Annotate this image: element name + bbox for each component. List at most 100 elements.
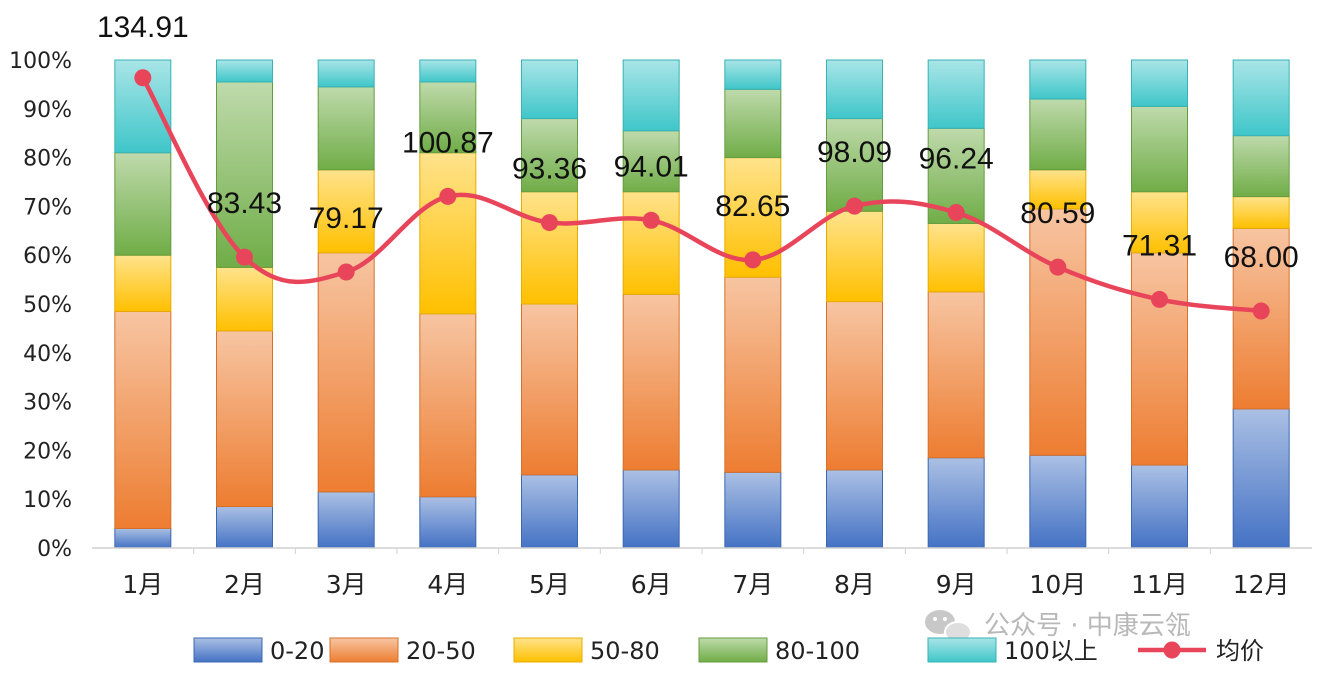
line-point (439, 187, 457, 205)
line-point (236, 248, 253, 266)
bars-layer (114, 59, 1290, 549)
x-tick-label: 4月 (427, 570, 468, 599)
line-point (642, 211, 660, 229)
bar-segment-0-20 (724, 471, 782, 549)
x-tick-label: 10月 (1029, 570, 1086, 599)
bar-segment-100以上 (826, 59, 883, 120)
legend-label: 20-50 (406, 637, 476, 665)
bar-segment-20-50 (521, 303, 578, 476)
line-data-label: 93.36 (512, 153, 587, 186)
legend-label: 均价 (1216, 637, 1264, 665)
line-data-label: 94.01 (614, 150, 689, 183)
bar-segment-100以上 (419, 59, 477, 83)
bar-segment-50-80 (216, 266, 273, 332)
line-point (1049, 258, 1067, 276)
bar-segment-50-80 (521, 191, 578, 305)
bar-segment-100以上 (622, 59, 680, 132)
line-data-label: 134.91 (97, 11, 189, 44)
bar-segment-20-50 (114, 310, 172, 529)
bar-segment-80-100 (622, 130, 680, 193)
bar-segment-80-100 (1029, 98, 1087, 171)
legend: 0-20 20-50 50-80 80-100 100以上 均价 (193, 637, 1264, 665)
legend-label: 50-80 (590, 637, 660, 665)
y-tick-label: 80% (23, 147, 72, 172)
bar-segment-80-100 (1232, 135, 1290, 198)
bar-segment-20-50 (724, 276, 782, 473)
bar-segment-80-100 (216, 81, 273, 268)
bar-segment-100以上 (1232, 59, 1290, 137)
line-point (744, 251, 762, 269)
average-price-line (134, 69, 1270, 320)
line-data-labels: 134.91 83.43 79.17 100.87 93.36 94.01 82.65 98.… (97, 11, 1299, 274)
bar-segment-0-20 (114, 527, 172, 549)
bar-segment-0-20 (826, 469, 883, 549)
bar-segment-20-50 (419, 313, 477, 498)
bar-segment-50-80 (1029, 169, 1087, 210)
y-axis: 0% 10% 20% 30% 40% 50% 60% 70% 80% 90% 100% (9, 49, 72, 562)
bar-segment-80-100 (317, 86, 375, 171)
legend-swatch-point (1163, 641, 1181, 659)
line-point (337, 263, 355, 281)
bar-segment-50-80 (622, 191, 680, 295)
x-tick-label: 2月 (224, 570, 265, 599)
wechat-icon (925, 610, 972, 643)
line-point (947, 204, 965, 222)
line-data-label: 100.87 (402, 126, 494, 159)
legend-label: 80-100 (775, 637, 860, 665)
legend-swatch (329, 637, 399, 663)
bar-segment-0-20 (1232, 408, 1290, 549)
line-data-label: 68.00 (1224, 241, 1299, 274)
y-tick-label: 40% (23, 342, 72, 367)
x-tick-label: 8月 (834, 570, 875, 599)
x-tick-label: 11月 (1131, 570, 1188, 599)
watermark: 公众号 · 中康云瓴 (925, 610, 1191, 643)
bar-segment-0-20 (1131, 464, 1188, 549)
line-data-label: 96.24 (919, 143, 994, 176)
bar-segment-100以上 (521, 59, 578, 120)
y-tick-label: 50% (23, 293, 72, 318)
line-data-label: 83.43 (207, 187, 282, 220)
legend-swatch (513, 637, 583, 663)
line-data-label: 80.59 (1020, 197, 1095, 230)
line-point (1151, 290, 1168, 308)
bar-segment-100以上 (1131, 59, 1188, 107)
y-tick-label: 100% (9, 49, 72, 74)
bar-segment-20-50 (927, 291, 985, 459)
bar-segment-50-80 (419, 152, 477, 315)
line-point (134, 69, 152, 87)
y-tick-label: 90% (23, 98, 72, 123)
bar-segment-80-100 (114, 152, 172, 256)
x-tick-label: 9月 (936, 570, 977, 599)
y-tick-label: 70% (23, 195, 72, 220)
x-tick-label: 3月 (326, 570, 367, 599)
line-point (541, 214, 558, 232)
average-price-path (140, 76, 1262, 314)
line-data-label: 79.17 (309, 202, 384, 235)
x-axis: 1月 2月 3月 4月 5月 6月 7月 8月 9月 10月 11月 12月 (122, 548, 1290, 599)
bar-segment-20-50 (826, 301, 883, 471)
bar-segment-20-50 (317, 252, 375, 493)
x-tick-label: 6月 (631, 570, 672, 599)
line-point (846, 197, 863, 215)
bar-segment-0-20 (927, 457, 985, 549)
bar-segment-0-20 (317, 491, 375, 549)
bar-segment-50-80 (1131, 191, 1188, 254)
bar-segment-100以上 (216, 59, 273, 83)
x-tick-label: 1月 (122, 570, 163, 599)
x-tick-label: 7月 (732, 570, 773, 599)
y-tick-label: 30% (23, 391, 72, 416)
bar-segment-100以上 (1029, 59, 1087, 100)
y-tick-label: 20% (23, 439, 72, 464)
legend-swatch (193, 637, 263, 663)
bar-segment-80-100 (1131, 105, 1188, 193)
bar-segment-20-50 (1131, 252, 1188, 466)
watermark-text: 公众号 · 中康云瓴 (984, 611, 1191, 641)
line-data-label: 98.09 (817, 136, 892, 169)
bar-segment-20-50 (216, 330, 273, 508)
bar-segment-20-50 (622, 293, 680, 471)
bar-segment-50-80 (826, 210, 883, 303)
legend-label: 0-20 (270, 637, 324, 665)
y-tick-label: 0% (37, 537, 72, 562)
x-tick-label: 5月 (529, 570, 570, 599)
